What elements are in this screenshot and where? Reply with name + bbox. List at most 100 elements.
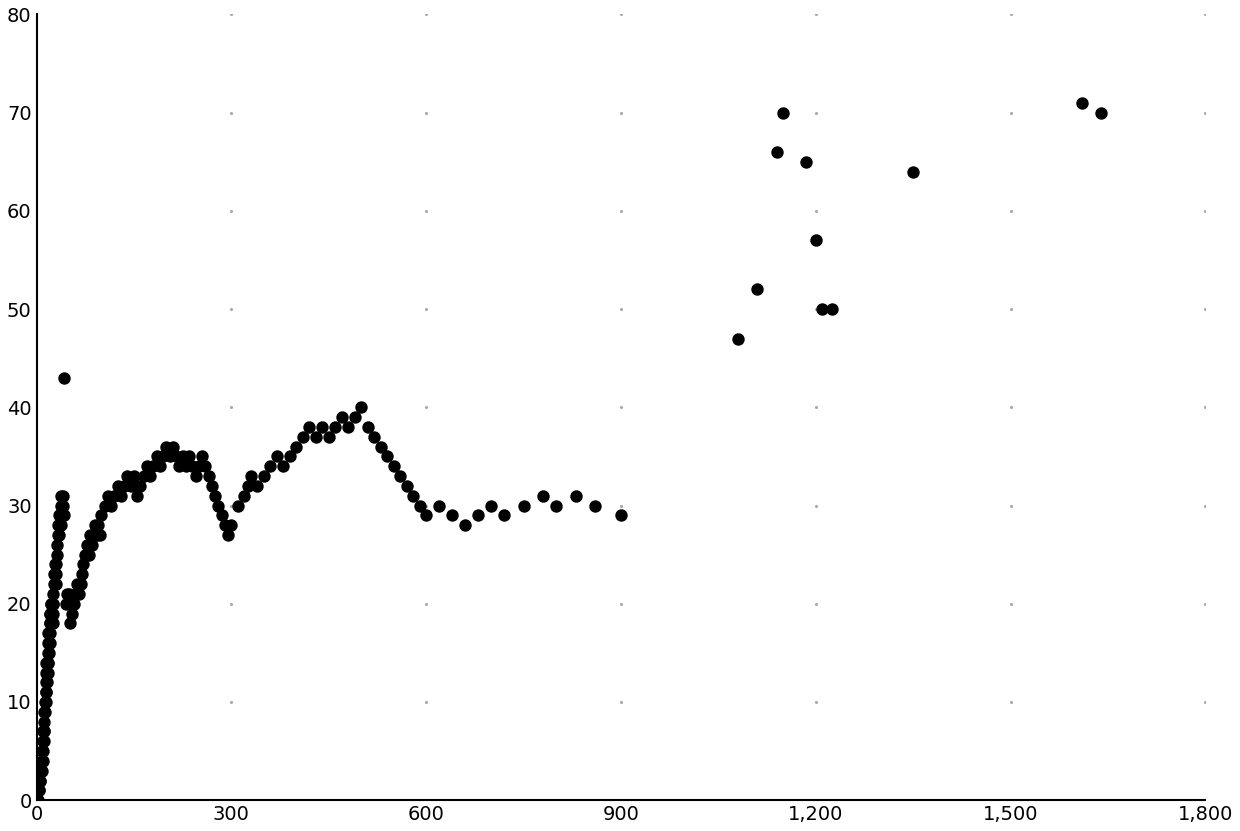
Point xyxy=(325,420,345,434)
Point xyxy=(205,489,224,503)
Point xyxy=(73,558,93,571)
Point xyxy=(134,470,154,483)
Point xyxy=(57,588,77,601)
Point xyxy=(371,440,391,453)
Point xyxy=(33,735,53,748)
Point xyxy=(55,371,74,385)
Point xyxy=(351,401,371,414)
Point xyxy=(102,499,122,512)
Point xyxy=(391,470,410,483)
Point xyxy=(46,568,66,581)
Point xyxy=(208,499,228,512)
Point xyxy=(79,529,99,542)
Point xyxy=(611,509,631,522)
Point xyxy=(33,725,53,738)
Point xyxy=(77,538,97,552)
Point xyxy=(33,725,53,738)
Point xyxy=(92,509,112,522)
Point xyxy=(306,430,326,444)
Point xyxy=(86,519,105,532)
Point xyxy=(748,283,768,296)
Point xyxy=(82,538,102,552)
Point xyxy=(124,470,144,483)
Point xyxy=(212,509,232,522)
Point xyxy=(43,617,63,630)
Point xyxy=(32,755,52,768)
Point xyxy=(40,607,60,620)
Point xyxy=(429,499,449,512)
Point xyxy=(45,558,64,571)
Point xyxy=(35,725,55,738)
Point xyxy=(267,450,286,463)
Point xyxy=(29,794,48,807)
Point xyxy=(36,666,56,679)
Point xyxy=(42,597,62,611)
Point xyxy=(47,548,67,561)
Point xyxy=(36,696,56,709)
Point xyxy=(238,479,258,493)
Point xyxy=(513,499,533,512)
Point xyxy=(37,666,57,679)
Point xyxy=(162,440,182,453)
Point xyxy=(332,411,352,424)
Point xyxy=(94,499,114,512)
Point xyxy=(144,460,164,473)
Point xyxy=(234,489,254,503)
Point xyxy=(41,617,61,630)
Point xyxy=(293,430,312,444)
Point xyxy=(228,499,248,512)
Point xyxy=(481,499,501,512)
Point xyxy=(156,440,176,453)
Point xyxy=(41,597,61,611)
Point xyxy=(45,578,64,591)
Point xyxy=(409,499,429,512)
Point xyxy=(45,568,64,581)
Point xyxy=(218,529,238,542)
Point xyxy=(319,430,339,444)
Point xyxy=(45,568,64,581)
Point xyxy=(46,568,66,581)
Point xyxy=(31,774,51,787)
Point xyxy=(29,784,48,797)
Point xyxy=(67,578,87,591)
Point xyxy=(56,597,76,611)
Point xyxy=(88,519,108,532)
Point xyxy=(766,145,786,159)
Point xyxy=(38,627,58,640)
Point xyxy=(822,302,842,316)
Point xyxy=(37,656,57,669)
Point xyxy=(38,637,58,650)
Point xyxy=(202,479,222,493)
Point xyxy=(60,588,79,601)
Point xyxy=(215,519,234,532)
Point xyxy=(61,617,81,630)
Point xyxy=(32,764,52,777)
Point xyxy=(46,578,66,591)
Point xyxy=(32,745,52,758)
Point xyxy=(108,479,128,493)
Point xyxy=(87,529,107,542)
Point xyxy=(112,489,131,503)
Point xyxy=(186,470,206,483)
Point xyxy=(37,676,57,689)
Point xyxy=(383,460,403,473)
Point xyxy=(43,597,63,611)
Point xyxy=(43,588,63,601)
Point xyxy=(118,470,138,483)
Point xyxy=(150,460,170,473)
Point xyxy=(796,155,816,169)
Point xyxy=(128,489,148,503)
Point xyxy=(903,165,923,178)
Point xyxy=(72,568,92,581)
Point xyxy=(160,450,180,463)
Point xyxy=(78,548,98,561)
Point xyxy=(40,607,60,620)
Point xyxy=(43,607,63,620)
Point xyxy=(40,617,60,630)
Point xyxy=(286,440,306,453)
Point xyxy=(345,411,365,424)
Point xyxy=(35,715,55,728)
Point xyxy=(38,647,58,660)
Point xyxy=(40,617,60,630)
Point xyxy=(76,548,95,561)
